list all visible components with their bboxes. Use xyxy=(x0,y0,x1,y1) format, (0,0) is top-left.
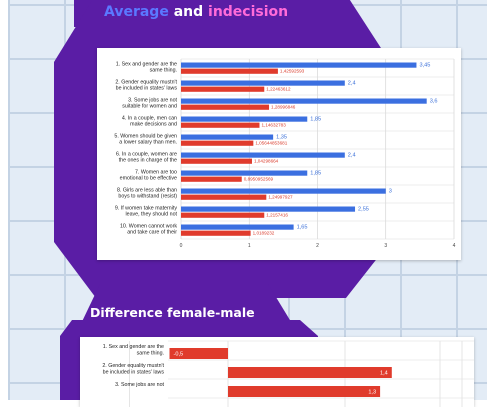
bar-indecision xyxy=(181,176,242,182)
data-label-average: 1,65 xyxy=(297,225,308,231)
data-label-difference: 1,4 xyxy=(380,371,388,377)
x-tick-label: 1 xyxy=(248,243,251,249)
bar-average xyxy=(181,80,345,86)
data-label-difference: 1,3 xyxy=(368,390,376,396)
bar-average xyxy=(181,170,308,176)
data-label-average: 1,85 xyxy=(310,171,321,177)
x-tick-label: 4 xyxy=(453,243,456,249)
left-margin xyxy=(0,0,8,400)
bar-indecision xyxy=(181,230,251,236)
bar-indecision xyxy=(181,86,265,92)
data-label-average: 3,6 xyxy=(430,99,438,105)
category-label: emotional to be effective xyxy=(120,176,177,182)
section2-title: Difference female-male xyxy=(90,305,255,320)
bar-indecision xyxy=(181,68,278,74)
category-label: be included in states' laws xyxy=(103,370,165,376)
data-label-indecision: 1,22463612 xyxy=(266,87,291,92)
bar-average xyxy=(181,116,308,122)
title-indecision: indecision xyxy=(208,4,289,20)
category-label: 8. Girls are less able than xyxy=(117,188,177,194)
category-label: and take care of their xyxy=(127,230,177,236)
category-label: leave, they should not xyxy=(125,212,177,218)
data-label-average: 2,55 xyxy=(358,207,369,213)
bar-average xyxy=(181,206,356,212)
bar-difference xyxy=(169,348,228,359)
category-label: 10. Women cannot work xyxy=(120,224,177,230)
category-label: the ones in charge of the xyxy=(119,158,177,164)
section1-title: Average and indecision xyxy=(104,4,288,20)
data-label-indecision: 1,24997927 xyxy=(268,195,293,200)
category-label: 2. Gender equality mustn't xyxy=(115,80,177,86)
data-label-average: 2,4 xyxy=(348,81,356,87)
title-average: Average xyxy=(104,4,169,20)
data-label-indecision: 1,05644853681 xyxy=(255,141,287,146)
category-label: be included in states' laws xyxy=(116,86,178,92)
data-label-indecision: 1,42592593 xyxy=(280,69,305,74)
category-label: 2. Gender equality mustn't xyxy=(102,363,164,369)
x-tick-label: 0 xyxy=(180,243,183,249)
category-label: boys to withstand (resist) xyxy=(118,194,177,200)
bar-average xyxy=(181,134,274,140)
category-label: same thing. xyxy=(150,68,177,74)
category-label: 7. Women are too xyxy=(135,170,177,176)
category-label: 1. Sex and gender are the xyxy=(103,344,164,350)
category-label: same thing. xyxy=(137,351,164,357)
bar-average xyxy=(181,152,345,158)
bar-difference xyxy=(228,386,381,397)
category-label: 4. In a couple, men can xyxy=(122,116,177,122)
bar-indecision xyxy=(181,140,254,146)
bar-indecision xyxy=(181,158,252,164)
bar-indecision xyxy=(181,194,267,200)
data-label-average: 2,4 xyxy=(348,153,356,159)
title-and: and xyxy=(173,4,204,20)
category-label: suitable for women and xyxy=(122,104,177,110)
data-label-difference: -0,5 xyxy=(174,352,184,358)
bar-difference xyxy=(228,367,392,378)
bar-indecision xyxy=(181,122,260,128)
category-label: make decisions and xyxy=(130,122,177,128)
data-label-average: 3 xyxy=(389,189,392,195)
data-label-indecision: 1,28996846 xyxy=(271,105,296,110)
bar-indecision xyxy=(181,212,265,218)
bar-average xyxy=(181,188,386,194)
category-label: 3. Some jobs are not xyxy=(128,98,177,104)
category-label: 1. Sex and gender are the xyxy=(116,62,177,68)
data-label-indecision: 1,04298664 xyxy=(254,159,279,164)
category-label: 3. Some jobs are not xyxy=(115,382,164,388)
data-label-average: 3,45 xyxy=(419,63,430,69)
bar-average xyxy=(181,62,417,68)
bar-average xyxy=(181,98,427,104)
category-label: 5. Women should be given xyxy=(114,134,177,140)
x-tick-label: 2 xyxy=(316,243,319,249)
right-margin xyxy=(487,0,495,400)
data-label-indecision: 1,2157416 xyxy=(266,213,288,218)
data-label-average: 1,85 xyxy=(310,117,321,123)
category-label: 6. In a couple, women are xyxy=(116,152,177,158)
data-label-average: 1,35 xyxy=(276,135,287,141)
data-label-indecision: 0,8950952569 xyxy=(244,177,274,182)
chart-panel-average: 0 1 2 3 4 1. Sex and gender are the same thing… xyxy=(97,48,461,260)
bar-indecision xyxy=(181,104,270,110)
x-tick-label: 3 xyxy=(384,243,387,249)
data-label-indecision: 1,14632783 xyxy=(261,123,286,128)
chart-panel-difference: 1. Sex and gender are the same thing. -0,5… xyxy=(80,337,474,407)
bar-average xyxy=(181,224,294,230)
category-label: 9. If women take maternity xyxy=(115,206,177,212)
data-label-indecision: 1,0189232 xyxy=(253,231,275,236)
category-label: a lower salary than men. xyxy=(119,140,177,146)
